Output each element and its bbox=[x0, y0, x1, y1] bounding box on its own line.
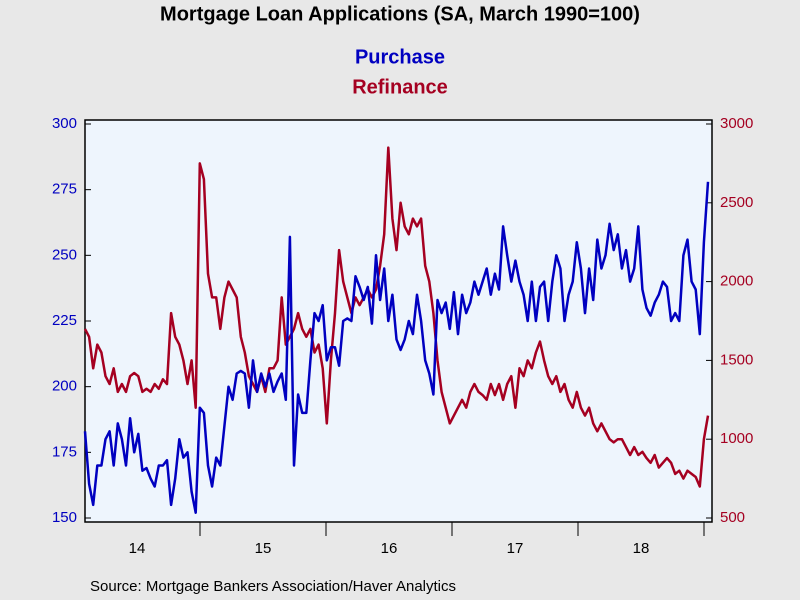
y-tick-label: 250 bbox=[52, 246, 77, 263]
y-tick-label: 275 bbox=[52, 181, 77, 198]
x-tick-label: 18 bbox=[633, 540, 650, 557]
source-note: Source: Mortgage Bankers Association/Hav… bbox=[90, 578, 456, 595]
y2-tick-label: 1500 bbox=[720, 351, 753, 368]
series-line bbox=[83, 181, 710, 514]
y-tick-label: 300 bbox=[52, 115, 77, 132]
x-tick-label: 14 bbox=[129, 540, 146, 557]
y-tick-label: 150 bbox=[52, 509, 77, 526]
plot-area bbox=[84, 119, 713, 523]
y-tick-label: 200 bbox=[52, 378, 77, 395]
y-tick-label: 175 bbox=[52, 443, 77, 460]
series-line bbox=[83, 146, 710, 488]
legend-entry: Purchase bbox=[355, 46, 445, 68]
x-tick-label: 15 bbox=[255, 540, 272, 557]
y2-tick-label: 3000 bbox=[720, 115, 753, 132]
x-tick-label: 16 bbox=[381, 540, 398, 557]
chart-title: Mortgage Loan Applications (SA, March 19… bbox=[160, 3, 640, 25]
y-tick-label: 225 bbox=[52, 312, 77, 329]
legend-entry: Refinance bbox=[352, 76, 448, 98]
y2-tick-label: 2500 bbox=[720, 194, 753, 211]
y2-tick-label: 1000 bbox=[720, 430, 753, 447]
x-tick-label: 17 bbox=[507, 540, 524, 557]
y2-tick-label: 500 bbox=[720, 509, 745, 526]
y2-tick-label: 2000 bbox=[720, 273, 753, 290]
